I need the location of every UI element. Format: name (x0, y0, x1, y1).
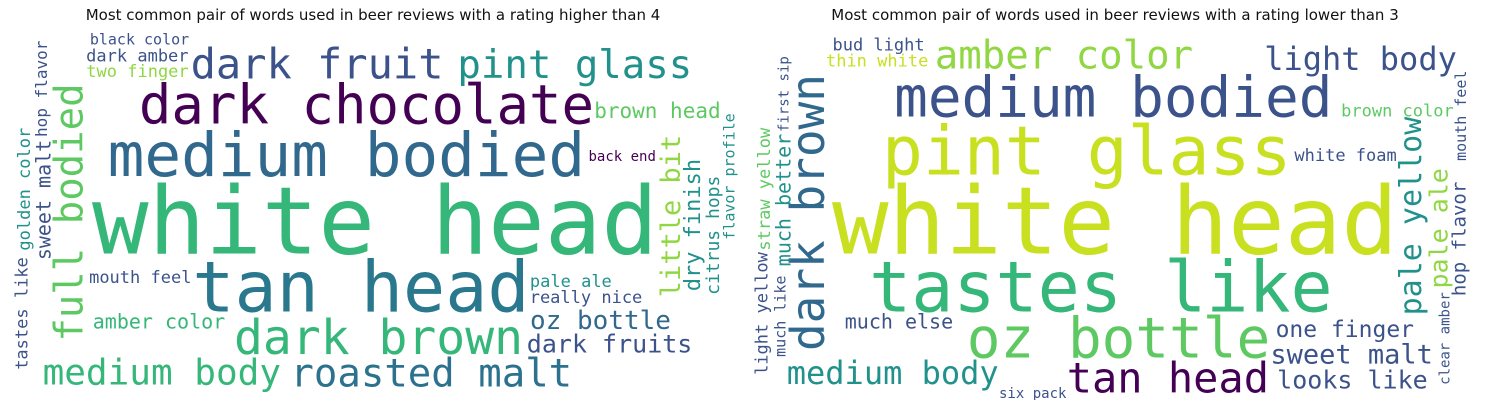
cloud-word: pale ale (530, 272, 612, 292)
cloud-word: six pack (999, 386, 1067, 400)
cloud-word: looks like (1277, 365, 1428, 394)
cloud-word: sweet malt (1270, 339, 1433, 370)
cloud-word: mouth feel (1452, 71, 1470, 161)
cloud-word: amber color (93, 309, 225, 333)
cloud-word: medium body (787, 354, 999, 392)
cloud-word: thin white (826, 52, 928, 72)
cloud-word: dry finish (681, 159, 706, 291)
left-wordcloud: white head tan head medium bodied dark choc… (11, 30, 739, 400)
cloud-word: white head (832, 168, 1398, 277)
cloud-word: pint glass (457, 43, 692, 88)
right-chart-title: Most common pair of words used in beer r… (831, 6, 1399, 24)
cloud-word: back end (588, 149, 655, 165)
cloud-word: tastes like (12, 257, 32, 370)
cloud-word: medium body (43, 353, 281, 394)
left-panel: Most common pair of words used in beer r… (5, 0, 741, 404)
cloud-word: tan head (1067, 353, 1269, 400)
cloud-word: full bodied (47, 83, 92, 341)
left-chart-title: Most common pair of words used in beer r… (85, 6, 661, 24)
cloud-word: dark fruit (191, 40, 444, 89)
cloud-word: amber color (935, 34, 1193, 79)
cloud-word: light yellow (752, 251, 772, 375)
cloud-word: hop flavor (32, 40, 51, 137)
cloud-word: light body (1264, 40, 1457, 78)
cloud-word: straw yellow (755, 127, 775, 251)
cloud-word: black color (90, 31, 189, 49)
cloud-word: little bit (656, 135, 687, 298)
cloud-word: brown color (1341, 101, 1454, 121)
cloud-word: flavor profile (720, 113, 738, 239)
cloud-word: pale yellow (1394, 116, 1429, 316)
cloud-word: brown head (594, 99, 720, 123)
cloud-word: clear amber (1437, 292, 1453, 385)
cloud-word: dark amber (86, 46, 188, 66)
cloud-word: tastes like (869, 246, 1333, 328)
cloud-word: pale ale (1424, 168, 1453, 288)
cloud-word: two finger (86, 62, 188, 82)
cloud-word: roasted malt (290, 352, 572, 397)
right-wordcloud: white head tastes like pint glass oz bottle… (750, 30, 1480, 400)
cloud-word: white head (92, 168, 658, 277)
cloud-word: dark brown (234, 310, 523, 366)
cloud-word: first sip (777, 56, 793, 132)
cloud-word: much else (845, 309, 953, 333)
cloud-word: white foam (1294, 146, 1396, 166)
cloud-word: bud light (832, 36, 924, 56)
cloud-word: medium bodied (108, 120, 585, 191)
cloud-word: golden color (15, 128, 35, 251)
cloud-word: hop flavor (1448, 182, 1470, 296)
cloud-word: pint glass (882, 113, 1291, 192)
cloud-word: sweet malt (31, 140, 55, 260)
cloud-word: one finger (1276, 317, 1414, 343)
cloud-word: citrus hops (703, 176, 724, 295)
cloud-word: mouth feel (89, 268, 191, 288)
cloud-word: dark chocolate (139, 74, 594, 137)
cloud-word: really nice (530, 288, 643, 308)
cloud-word: oz bottle (967, 306, 1270, 371)
cloud-word: tan head (192, 246, 529, 328)
cloud-word: medium bodied (894, 66, 1332, 131)
cloud-word: much better (771, 134, 795, 266)
cloud-word: much like (771, 276, 789, 357)
right-panel: Most common pair of words used in beer r… (746, 0, 1484, 404)
cloud-word: oz bottle (530, 306, 671, 336)
cloud-word: dark fruits (527, 330, 693, 359)
cloud-word: dark brown (781, 74, 835, 351)
